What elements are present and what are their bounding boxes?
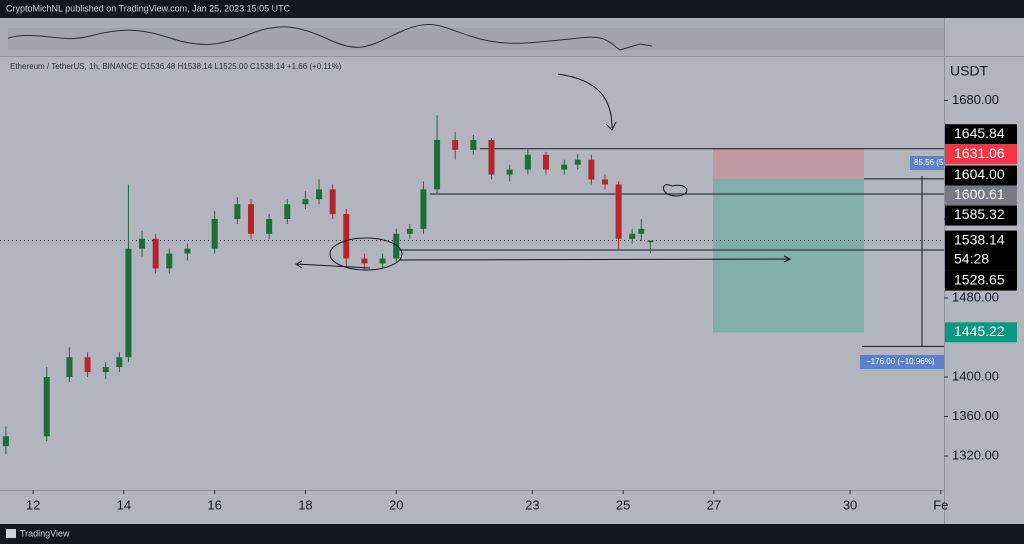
price-label: 1600.61 xyxy=(954,186,1005,202)
x-tick-label: 25 xyxy=(616,497,630,512)
price-label-bg xyxy=(945,165,1017,186)
candle-body xyxy=(84,357,91,373)
price-label: 1631.06 xyxy=(954,145,1005,161)
price-label: 1585.32 xyxy=(954,206,1005,222)
y-tick-label: 1400.00 xyxy=(952,368,999,383)
price-label-bg xyxy=(945,144,1017,165)
candle-body xyxy=(488,139,495,175)
candle-body xyxy=(125,248,132,358)
price-label-bg xyxy=(945,322,1017,343)
drawing-arrow xyxy=(557,73,613,129)
plot: 1320.001360.001400.001480.001560.001680.… xyxy=(0,92,1017,512)
price-label-bg xyxy=(945,185,1017,206)
x-tick-label: 27 xyxy=(707,497,721,512)
footer xyxy=(0,524,1024,544)
candle-body xyxy=(343,214,350,259)
candle-body xyxy=(615,184,622,239)
drawing-arrow-head xyxy=(605,121,617,131)
x-tick-label: 14 xyxy=(117,497,131,512)
candle-body xyxy=(574,159,581,165)
position-loss-tag xyxy=(860,355,944,369)
candle-body xyxy=(434,139,441,190)
x-tick-label: 18 xyxy=(298,497,312,512)
indicator-band xyxy=(8,28,944,50)
candle-body xyxy=(638,228,645,234)
chart-background xyxy=(0,18,1024,524)
candle-body xyxy=(452,139,459,150)
x-tick-label: 12 xyxy=(26,497,40,512)
price-label: 1645.84 xyxy=(954,125,1005,141)
price-label: 1528.65 xyxy=(954,271,1005,287)
candle-body xyxy=(561,164,568,170)
candle-body xyxy=(329,189,336,215)
candle-body xyxy=(2,436,9,447)
y-tick-label: 1360.00 xyxy=(952,408,999,423)
candle-body xyxy=(393,233,400,259)
countdown: 54:28 xyxy=(954,250,989,266)
x-tick-label: Fe xyxy=(933,497,948,512)
publisher: CryptoMichNL published on TradingView.co… xyxy=(6,3,291,13)
position-loss-label: −176.00 (−10.96%) xyxy=(866,357,935,366)
candle-body xyxy=(152,238,159,269)
price-label: 1445.22 xyxy=(954,323,1005,339)
y-tick-label: 1480.00 xyxy=(952,289,999,304)
candle-body xyxy=(266,218,273,234)
drawing-arrow xyxy=(399,258,791,261)
candle-body xyxy=(524,154,531,170)
candle-body xyxy=(234,204,241,219)
x-tick-label: 20 xyxy=(389,497,403,512)
candle-body xyxy=(139,238,146,249)
price-label: 1604.00 xyxy=(954,166,1005,182)
drawing-arrow-head xyxy=(295,260,303,269)
symbol-legend: Ethereum / TetherUS, 1h, BINANCE O1536.4… xyxy=(10,62,342,71)
candle-body xyxy=(470,139,477,150)
position-profit xyxy=(713,178,864,333)
candle-body xyxy=(647,240,654,243)
footer-brand: TradingView xyxy=(20,528,70,538)
position-profit-label: 85.56 (5 xyxy=(914,158,944,167)
candle-body xyxy=(66,357,73,378)
indicator-line xyxy=(7,24,653,51)
y-tick-label: 1680.00 xyxy=(952,92,999,107)
candle-body xyxy=(379,258,386,264)
x-tick-label: 30 xyxy=(843,497,857,512)
candle-body xyxy=(420,189,427,229)
candle-body xyxy=(316,189,323,200)
drawing-arrow xyxy=(295,263,371,269)
price-label-bg xyxy=(945,230,1017,271)
price-label: 1538.14 xyxy=(954,231,1005,247)
y-tick-label: 1320.00 xyxy=(952,447,999,462)
candle-body xyxy=(302,199,309,205)
position-loss xyxy=(713,148,864,179)
logo xyxy=(6,529,16,538)
candle-body xyxy=(43,377,50,437)
drawing-arrow-head xyxy=(783,255,792,263)
x-tick-label: 23 xyxy=(525,497,539,512)
candle-body xyxy=(588,159,595,180)
candle-body xyxy=(211,218,218,249)
price-label-bg xyxy=(945,124,1017,145)
candle-body xyxy=(102,367,109,373)
drawing-circle xyxy=(329,237,403,271)
candle-body xyxy=(542,154,549,170)
candle-body xyxy=(361,258,368,264)
candle-body xyxy=(629,233,636,239)
position-profit-tag xyxy=(910,156,944,170)
candle-body xyxy=(506,169,513,175)
price-label-bg xyxy=(945,205,1017,226)
candle-body xyxy=(116,357,123,368)
drawing-loop xyxy=(663,184,688,197)
candle-body xyxy=(601,179,608,185)
candle-body xyxy=(247,204,254,234)
candle-body xyxy=(184,248,191,254)
x-tick-label: 16 xyxy=(207,497,221,512)
candle-body xyxy=(406,228,413,234)
currency: USDT xyxy=(950,63,989,79)
candle-body xyxy=(284,204,291,219)
price-label-bg xyxy=(945,270,1017,291)
candle-body xyxy=(166,253,173,269)
